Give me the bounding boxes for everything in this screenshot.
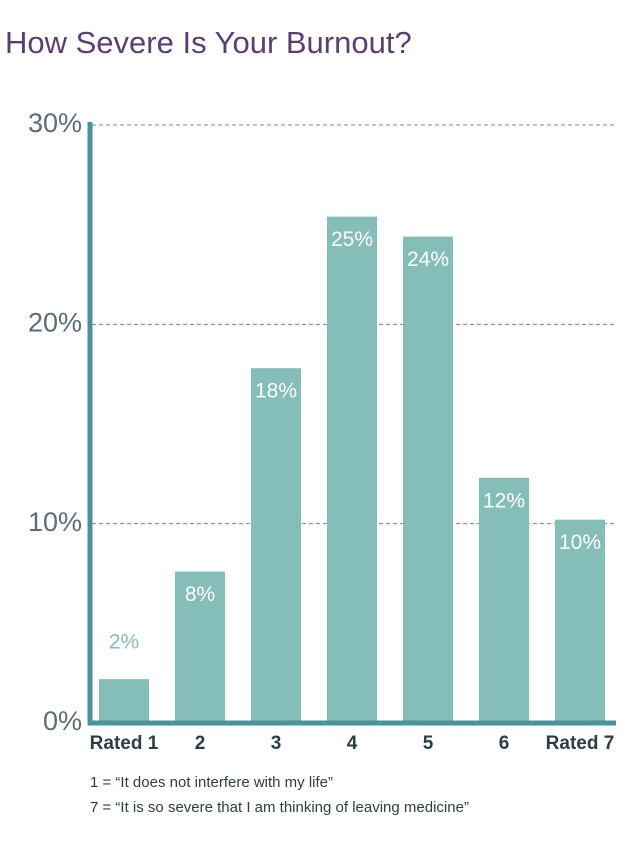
data-label: 2% [109, 631, 139, 654]
footnote: 1 = “It does not interfere with my life” [90, 774, 333, 791]
y-tick-label: 30% [28, 108, 82, 138]
y-tick-label: 10% [28, 507, 82, 537]
y-tick-label: 20% [28, 307, 82, 337]
footnote: 7 = “It is so severe that I am thinking … [90, 799, 469, 816]
chart-title: How Severe Is Your Burnout? [5, 25, 412, 60]
bar [479, 477, 529, 723]
x-tick-label: 5 [423, 733, 434, 754]
bar [175, 571, 225, 723]
data-label: 24% [407, 248, 449, 271]
data-label: 10% [559, 531, 601, 554]
bar [403, 236, 453, 724]
bar [251, 368, 301, 723]
data-label: 12% [483, 489, 525, 512]
x-tick-label: 3 [271, 733, 282, 754]
data-label: 18% [255, 380, 297, 403]
y-tick-label: 0% [43, 706, 82, 736]
data-label: 8% [185, 583, 215, 606]
x-tick-label: Rated 1 [90, 733, 159, 754]
x-tick-label: 2 [195, 733, 206, 754]
bar [327, 216, 377, 723]
bar [99, 679, 149, 723]
data-label: 25% [331, 228, 373, 251]
x-tick-label: 4 [347, 733, 358, 754]
x-tick-label: Rated 7 [546, 733, 615, 754]
bar [555, 519, 605, 723]
x-tick-label: 6 [499, 733, 510, 754]
